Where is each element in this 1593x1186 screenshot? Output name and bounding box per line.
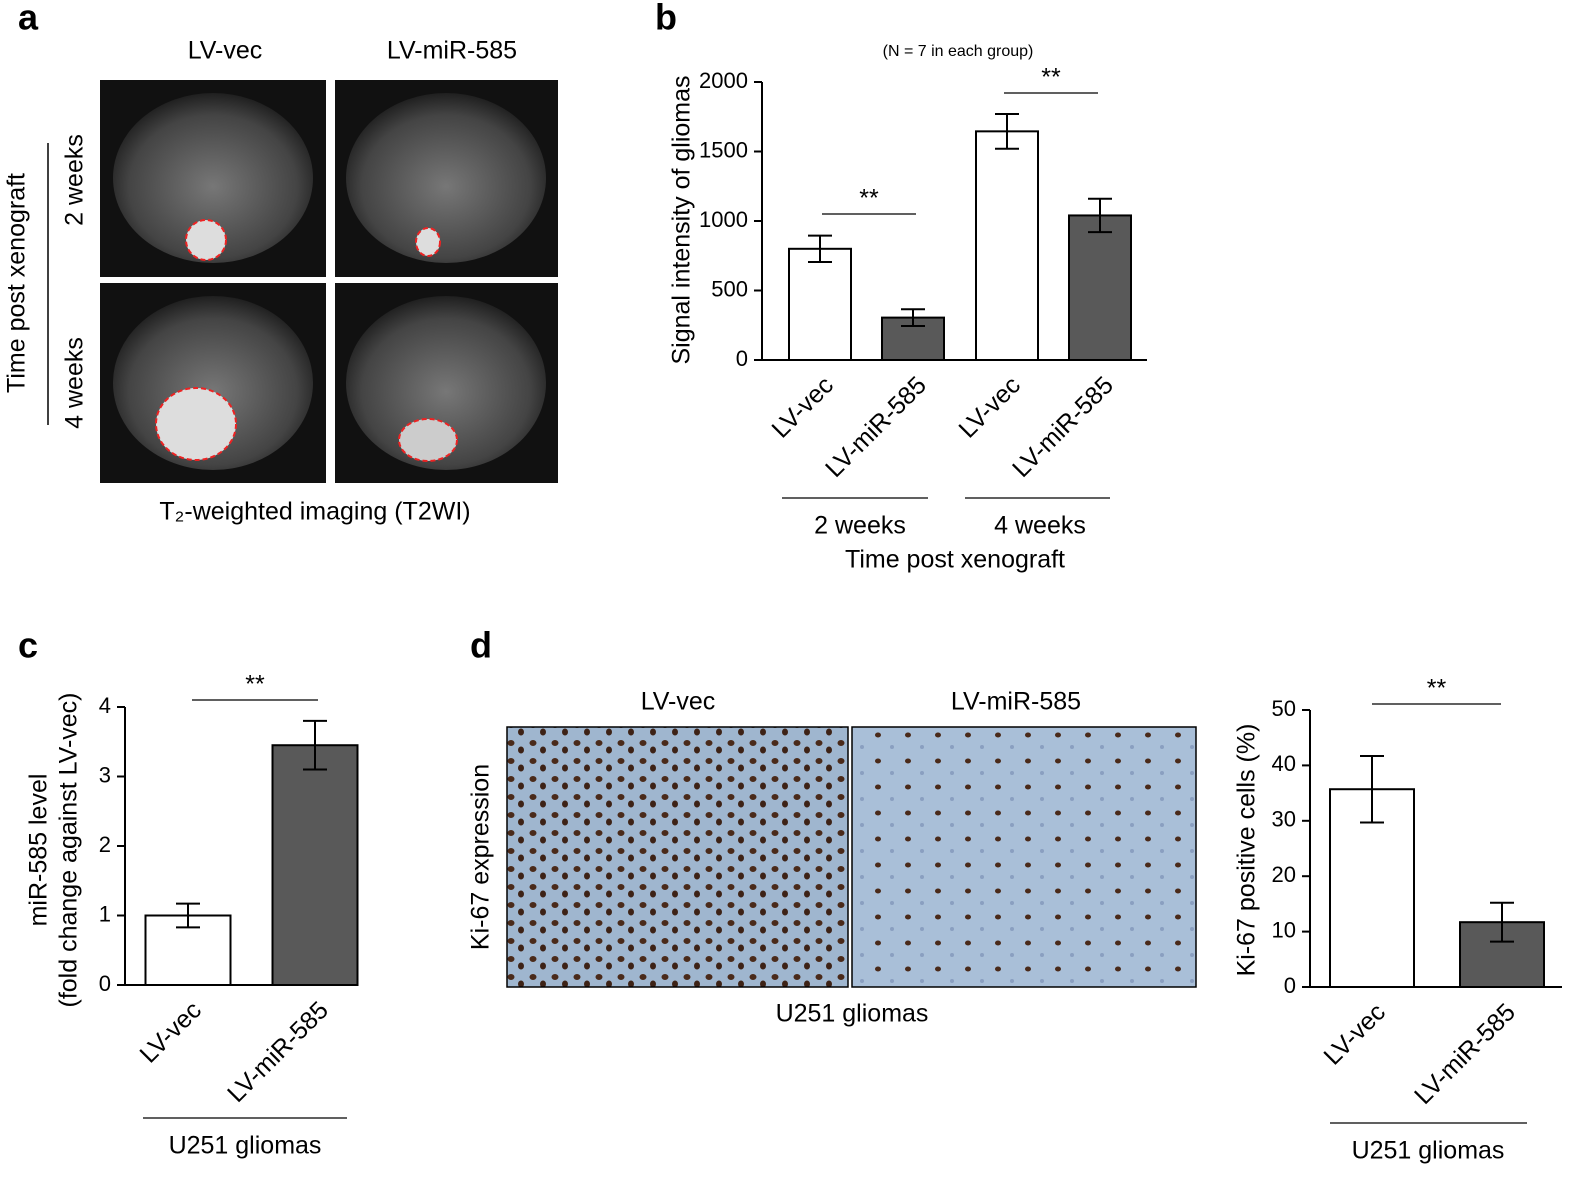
row-label: 2 weeks <box>61 134 89 226</box>
y-tick-label: 20 <box>1272 862 1296 887</box>
y-tick-label: 4 <box>99 693 111 718</box>
caption: U251 gliomas <box>776 1000 929 1028</box>
x-tick-label: LV-vec <box>1318 998 1391 1071</box>
group-label: 2 weeks <box>814 512 906 540</box>
y-tick-label: 1500 <box>699 137 748 162</box>
error-bar <box>995 112 1019 150</box>
column-label: LV-vec <box>188 37 263 65</box>
x-tick-label: LV-miR-585 <box>820 371 932 483</box>
y-axis-label: (fold change against LV-vec) <box>55 692 83 1007</box>
error-bar <box>1088 197 1112 234</box>
group-label: 4 weeks <box>994 512 1086 540</box>
y-tick-label: 1 <box>99 901 111 926</box>
y-tick-label: 500 <box>711 276 748 301</box>
y-tick-label: 3 <box>99 762 111 787</box>
column-label: LV-vec <box>641 688 716 716</box>
error-bar <box>176 902 200 929</box>
row-label: 4 weeks <box>61 337 89 429</box>
error-bar <box>808 234 832 264</box>
bar <box>975 130 1039 361</box>
x-tick-label: LV-miR-585 <box>1007 371 1119 483</box>
group-label: U251 gliomas <box>1352 1137 1505 1165</box>
x-tick-label: LV-miR-585 <box>222 996 334 1108</box>
y-tick-label: 1000 <box>699 207 748 232</box>
column-label: LV-miR-585 <box>387 37 517 65</box>
bar <box>271 744 359 986</box>
panel-label: b <box>655 0 677 38</box>
panel-label: d <box>470 625 492 666</box>
y-axis-label: Ki-67 positive cells (%) <box>1233 724 1261 977</box>
row-axis-label: Time post xenograft <box>3 173 31 393</box>
bar <box>1068 214 1132 361</box>
y-tick-label: 0 <box>99 971 111 996</box>
error-bar <box>1490 901 1514 943</box>
panel-label: c <box>18 625 38 666</box>
column-label: LV-miR-585 <box>951 688 1081 716</box>
x-tick-label: LV-vec <box>134 996 207 1069</box>
y-tick-label: 2000 <box>699 68 748 93</box>
significance-label: ** <box>859 185 879 213</box>
significance-label: ** <box>1041 64 1061 92</box>
y-tick-label: 10 <box>1272 917 1296 942</box>
image-ylabel: Ki-67 expression <box>467 764 495 950</box>
ihc-image <box>851 726 1197 988</box>
subtitle: (N = 7 in each group) <box>883 43 1034 60</box>
significance-label: ** <box>1427 675 1447 703</box>
y-axis-label: Signal intensity of gliomas <box>668 75 696 364</box>
x-tick-label: LV-vec <box>953 371 1026 444</box>
y-tick-label: 0 <box>1284 973 1296 998</box>
error-bar <box>303 719 327 771</box>
panel-label: a <box>18 0 39 38</box>
y-tick-label: 2 <box>99 832 111 857</box>
y-tick-label: 40 <box>1272 751 1296 776</box>
error-bar <box>901 308 925 327</box>
y-axis-label: miR-585 level <box>25 774 53 927</box>
bar <box>788 247 852 361</box>
caption: T₂-weighted imaging (T2WI) <box>159 498 470 526</box>
y-tick-label: 0 <box>736 346 748 371</box>
x-tick-label: LV-miR-585 <box>1409 998 1521 1110</box>
x-tick-label: LV-vec <box>766 371 839 444</box>
ihc-image <box>506 726 849 988</box>
y-tick-label: 50 <box>1272 696 1296 721</box>
mri-images <box>100 80 558 483</box>
group-label: U251 gliomas <box>169 1132 322 1160</box>
x-axis-label: Time post xenograft <box>845 546 1065 574</box>
significance-label: ** <box>245 671 265 699</box>
y-tick-label: 30 <box>1272 807 1296 832</box>
error-bar <box>1360 754 1384 824</box>
